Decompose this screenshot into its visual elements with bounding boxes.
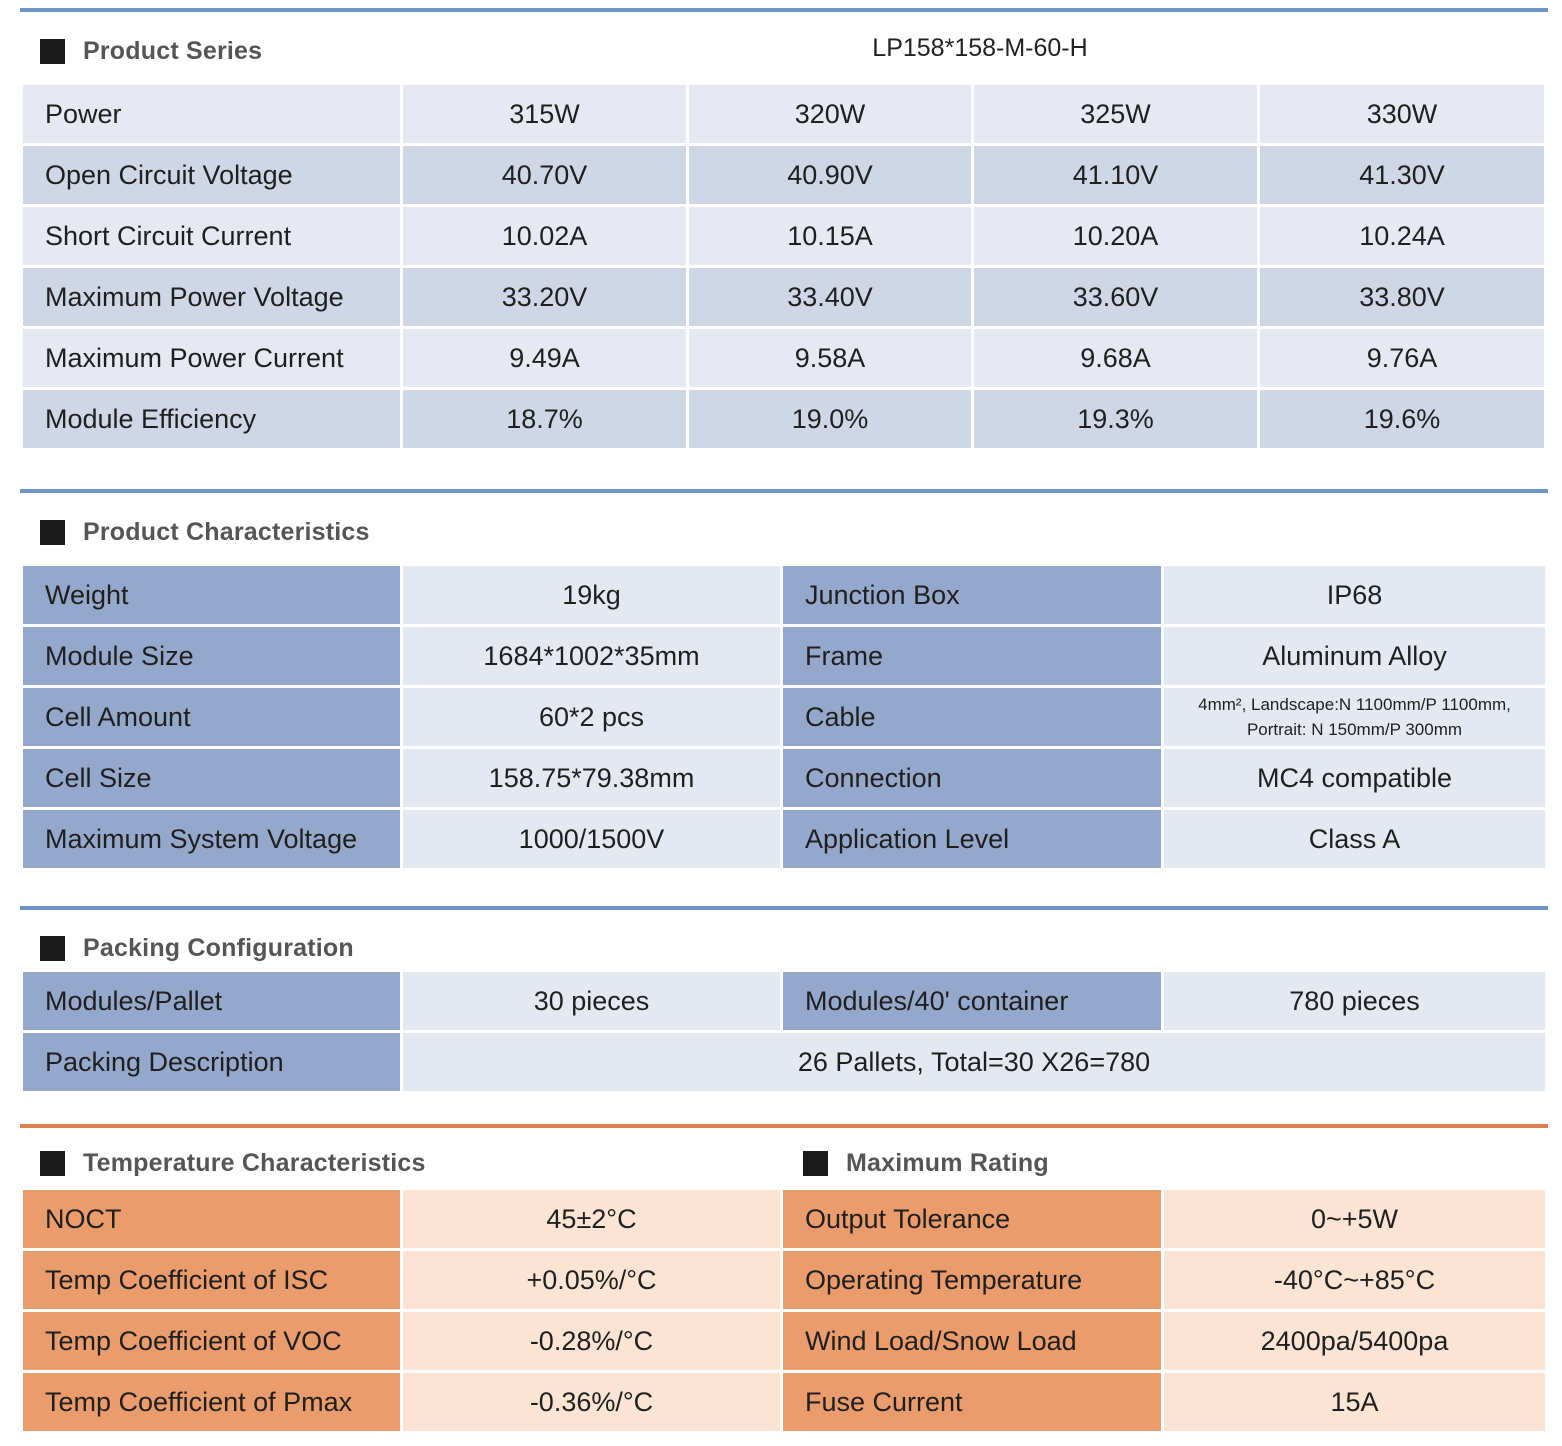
section-divider	[20, 906, 1548, 910]
table-value: 325W	[974, 85, 1257, 143]
table-value: Class A	[1164, 810, 1545, 868]
table-label: NOCT	[23, 1190, 400, 1248]
table-value: 19.3%	[974, 390, 1257, 448]
table-value: 10.15A	[689, 207, 971, 265]
table-label: Cable	[783, 688, 1161, 746]
table-label: Temp Coefficient of Pmax	[23, 1373, 400, 1431]
square-bullet-icon	[40, 520, 65, 545]
product-series-table: Power 315W 320W 325W 330W Open Circuit Voltag…	[23, 85, 1545, 448]
table-value: 40.90V	[689, 146, 971, 204]
table-value: 45±2°C	[403, 1190, 780, 1248]
table-value: 33.40V	[689, 268, 971, 326]
table-label: Maximum Power Voltage	[23, 268, 400, 326]
table-value: 780 pieces	[1164, 972, 1545, 1030]
table-value: 320W	[689, 85, 971, 143]
table-value: +0.05%/°C	[403, 1251, 780, 1309]
section-title-text: Packing Configuration	[83, 934, 354, 962]
table-label: Application Level	[783, 810, 1161, 868]
section-title-text: Temperature Characteristics	[83, 1149, 426, 1177]
section-divider	[20, 8, 1548, 12]
table-value: -40°C~+85°C	[1164, 1251, 1545, 1309]
table-value: 158.75*79.38mm	[403, 749, 780, 807]
table-label: Cell Size	[23, 749, 400, 807]
table-value: -0.28%/°C	[403, 1312, 780, 1370]
table-value: 41.10V	[974, 146, 1257, 204]
table-label: Junction Box	[783, 566, 1161, 624]
table-label: Output Tolerance	[783, 1190, 1161, 1248]
table-value: 0~+5W	[1164, 1190, 1545, 1248]
table-value: -0.36%/°C	[403, 1373, 780, 1431]
table-value: 330W	[1260, 85, 1544, 143]
table-value: 40.70V	[403, 146, 686, 204]
section-title-temperature-characteristics: Temperature Characteristics	[40, 1149, 426, 1178]
section-title-text: Product Series	[83, 37, 263, 65]
table-value: 9.58A	[689, 329, 971, 387]
table-label: Modules/40' container	[783, 972, 1161, 1030]
table-label: Operating Temperature	[783, 1251, 1161, 1309]
section-divider	[20, 489, 1548, 493]
section-title-packing-configuration: Packing Configuration	[40, 934, 354, 963]
table-value: Aluminum Alloy	[1164, 627, 1545, 685]
table-value: 41.30V	[1260, 146, 1544, 204]
table-value: 19.0%	[689, 390, 971, 448]
product-model: LP158*158-M-60-H	[872, 34, 1088, 62]
table-value: 33.20V	[403, 268, 686, 326]
table-value: MC4 compatible	[1164, 749, 1545, 807]
square-bullet-icon	[40, 39, 65, 64]
packing-configuration-table: Modules/Pallet 30 pieces Modules/40' con…	[23, 972, 1545, 1091]
table-value: 9.49A	[403, 329, 686, 387]
table-value: 18.7%	[403, 390, 686, 448]
table-value: 1000/1500V	[403, 810, 780, 868]
section-title-text: Maximum Rating	[846, 1149, 1049, 1177]
table-value: 33.60V	[974, 268, 1257, 326]
table-value: 33.80V	[1260, 268, 1544, 326]
table-label: Power	[23, 85, 400, 143]
table-value: 10.24A	[1260, 207, 1544, 265]
table-value: 9.68A	[974, 329, 1257, 387]
table-value: 60*2 pcs	[403, 688, 780, 746]
table-label: Short Circuit Current	[23, 207, 400, 265]
section-title-product-series: Product Series	[40, 37, 262, 66]
table-value: 19.6%	[1260, 390, 1544, 448]
table-value: 10.20A	[974, 207, 1257, 265]
temperature-rating-table: NOCT 45±2°C Output Tolerance 0~+5W Temp Coef…	[23, 1190, 1545, 1431]
section-divider	[20, 1124, 1548, 1128]
table-label: Connection	[783, 749, 1161, 807]
table-label: Fuse Current	[783, 1373, 1161, 1431]
table-value: 2400pa/5400pa	[1164, 1312, 1545, 1370]
table-value: 15A	[1164, 1373, 1545, 1431]
table-label: Maximum Power Current	[23, 329, 400, 387]
table-label: Open Circuit Voltage	[23, 146, 400, 204]
table-value: 19kg	[403, 566, 780, 624]
table-label: Cell Amount	[23, 688, 400, 746]
table-label: Frame	[783, 627, 1161, 685]
table-label: Temp Coefficient of ISC	[23, 1251, 400, 1309]
square-bullet-icon	[40, 1151, 65, 1176]
table-label: Modules/Pallet	[23, 972, 400, 1030]
table-label: Module Efficiency	[23, 390, 400, 448]
table-label: Packing Description	[23, 1033, 400, 1091]
product-characteristics-table: Weight 19kg Junction Box IP68 Module Size 168…	[23, 566, 1545, 868]
table-label: Module Size	[23, 627, 400, 685]
table-value: IP68	[1164, 566, 1545, 624]
table-label: Maximum System Voltage	[23, 810, 400, 868]
section-title-text: Product Characteristics	[83, 518, 370, 546]
square-bullet-icon	[803, 1151, 828, 1176]
table-value: 4mm², Landscape:N 1100mm/P 1100mm, Portr…	[1164, 688, 1545, 746]
table-value: 9.76A	[1260, 329, 1544, 387]
table-label: Weight	[23, 566, 400, 624]
section-title-product-characteristics: Product Characteristics	[40, 518, 370, 547]
table-value: 10.02A	[403, 207, 686, 265]
table-value: 1684*1002*35mm	[403, 627, 780, 685]
section-title-maximum-rating: Maximum Rating	[803, 1149, 1049, 1178]
table-value: 315W	[403, 85, 686, 143]
table-label: Temp Coefficient of VOC	[23, 1312, 400, 1370]
table-value: 30 pieces	[403, 972, 780, 1030]
table-value: 26 Pallets, Total=30 X26=780	[403, 1033, 1545, 1091]
table-label: Wind Load/Snow Load	[783, 1312, 1161, 1370]
square-bullet-icon	[40, 936, 65, 961]
